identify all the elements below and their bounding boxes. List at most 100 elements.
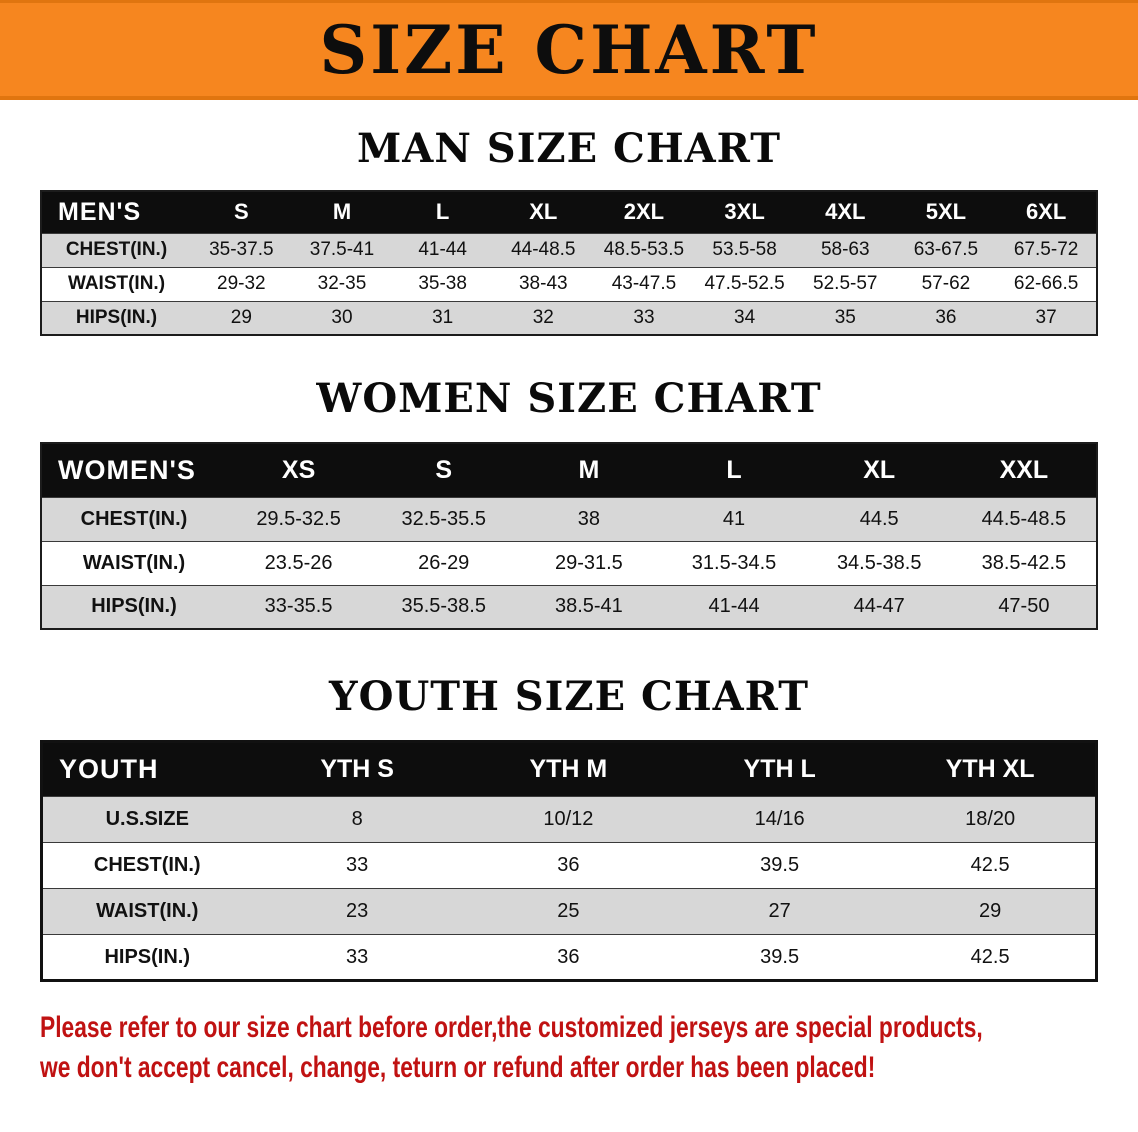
table-header-cell: S — [371, 443, 517, 498]
table-cell: 44.5 — [806, 497, 952, 542]
table-cell: 38.5-41 — [516, 585, 662, 630]
table-cell: 47.5-52.5 — [694, 267, 795, 302]
men-header-row: MEN'S S M L XL 2XL 3XL 4XL 5XL 6XL — [41, 191, 1097, 234]
table-header-cell: 5XL — [895, 191, 997, 234]
table-cell: 33-35.5 — [226, 585, 372, 630]
table-row: HIPS(IN.) 29 30 31 32 33 34 35 36 37 — [41, 301, 1097, 336]
table-header-cell: L — [661, 443, 807, 498]
table-cell: 14/16 — [674, 796, 886, 843]
youth-size-table: YOUTH YTH S YTH M YTH L YTH XL U.S.SIZE … — [40, 740, 1098, 982]
table-header-cell: 3XL — [694, 191, 795, 234]
disclaimer-line-1: Please refer to our size chart before or… — [40, 1011, 983, 1044]
table-header-cell: XXL — [951, 443, 1097, 498]
table-cell: 39.5 — [674, 842, 886, 889]
table-cell: 58-63 — [794, 233, 896, 268]
table-cell: 30 — [291, 301, 393, 336]
table-header-cell: XS — [226, 443, 372, 498]
table-cell: 29-31.5 — [516, 541, 662, 586]
table-cell: 41-44 — [392, 233, 493, 268]
table-header-cell: M — [516, 443, 662, 498]
table-cell: 42.5 — [885, 842, 1097, 889]
table-cell: 31 — [392, 301, 493, 336]
table-header-cell: YOUTH — [41, 741, 252, 797]
table-cell: 27 — [674, 888, 886, 935]
table-cell: 39.5 — [674, 934, 886, 981]
table-cell: 33 — [593, 301, 695, 336]
table-cell: 57-62 — [895, 267, 997, 302]
table-cell: 47-50 — [951, 585, 1097, 630]
table-row: WAIST(IN.) 23 25 27 29 — [41, 888, 1097, 935]
table-header-cell: XL — [492, 191, 594, 234]
table-cell: 36 — [895, 301, 997, 336]
row-label: WAIST(IN.) — [41, 888, 252, 935]
disclaimer: Please refer to our size chart before or… — [40, 1008, 1098, 1087]
table-row: U.S.SIZE 8 10/12 14/16 18/20 — [41, 796, 1097, 843]
row-label: CHEST(IN.) — [41, 233, 191, 268]
table-cell: 10/12 — [462, 796, 674, 843]
table-row: CHEST(IN.) 35-37.5 37.5-41 41-44 44-48.5… — [41, 233, 1097, 268]
table-header-cell: YTH M — [462, 741, 674, 797]
table-cell: 34.5-38.5 — [806, 541, 952, 586]
row-label: WAIST(IN.) — [41, 267, 191, 302]
table-cell: 38-43 — [492, 267, 594, 302]
table-cell: 52.5-57 — [794, 267, 896, 302]
table-cell: 35-37.5 — [191, 233, 292, 268]
table-cell: 25 — [462, 888, 674, 935]
row-label: HIPS(IN.) — [41, 934, 252, 981]
table-header-cell: MEN'S — [41, 191, 191, 234]
table-cell: 53.5-58 — [694, 233, 795, 268]
table-cell: 36 — [462, 842, 674, 889]
women-header-row: WOMEN'S XS S M L XL XXL — [41, 443, 1097, 498]
table-header-cell: M — [291, 191, 393, 234]
table-cell: 44-47 — [806, 585, 952, 630]
table-header-cell: YTH XL — [885, 741, 1097, 797]
table-row: WAIST(IN.) 29-32 32-35 35-38 38-43 43-47… — [41, 267, 1097, 302]
table-cell: 33 — [251, 934, 463, 981]
table-cell: 44.5-48.5 — [951, 497, 1097, 542]
row-label: CHEST(IN.) — [41, 497, 226, 542]
table-cell: 67.5-72 — [996, 233, 1097, 268]
women-section-heading: WOMEN SIZE CHART — [316, 375, 822, 422]
table-cell: 23.5-26 — [226, 541, 372, 586]
table-row: CHEST(IN.) 29.5-32.5 32.5-35.5 38 41 44.… — [41, 497, 1097, 542]
table-header-cell: YTH L — [674, 741, 886, 797]
table-header-cell: 2XL — [593, 191, 695, 234]
table-cell: 41-44 — [661, 585, 807, 630]
table-cell: 32.5-35.5 — [371, 497, 517, 542]
table-cell: 34 — [694, 301, 795, 336]
table-cell: 35 — [794, 301, 896, 336]
table-cell: 33 — [251, 842, 463, 889]
table-row: CHEST(IN.) 33 36 39.5 42.5 — [41, 842, 1097, 889]
table-cell: 38 — [516, 497, 662, 542]
table-cell: 63-67.5 — [895, 233, 997, 268]
row-label: HIPS(IN.) — [41, 301, 191, 336]
table-header-cell: 4XL — [794, 191, 896, 234]
table-cell: 62-66.5 — [996, 267, 1097, 302]
table-cell: 42.5 — [885, 934, 1097, 981]
table-header-cell: S — [191, 191, 292, 234]
table-cell: 44-48.5 — [492, 233, 594, 268]
men-section-heading: MAN SIZE CHART — [357, 125, 781, 172]
table-row: HIPS(IN.) 33-35.5 35.5-38.5 38.5-41 41-4… — [41, 585, 1097, 630]
disclaimer-line-2: we don't accept cancel, change, teturn o… — [40, 1050, 876, 1084]
table-cell: 29 — [191, 301, 292, 336]
table-cell: 32 — [492, 301, 594, 336]
table-cell: 18/20 — [885, 796, 1097, 843]
table-cell: 38.5-42.5 — [951, 541, 1097, 586]
table-header-cell: YTH S — [251, 741, 463, 797]
table-cell: 31.5-34.5 — [661, 541, 807, 586]
table-cell: 23 — [251, 888, 463, 935]
table-cell: 36 — [462, 934, 674, 981]
table-header-cell: 6XL — [996, 191, 1097, 234]
table-header-cell: XL — [806, 443, 952, 498]
table-cell: 32-35 — [291, 267, 393, 302]
row-label: HIPS(IN.) — [41, 585, 226, 630]
table-cell: 41 — [661, 497, 807, 542]
table-cell: 35.5-38.5 — [371, 585, 517, 630]
table-cell: 37.5-41 — [291, 233, 393, 268]
row-label: WAIST(IN.) — [41, 541, 226, 586]
size-chart-banner: SIZE CHART — [0, 0, 1138, 100]
table-cell: 29-32 — [191, 267, 292, 302]
row-label: U.S.SIZE — [41, 796, 252, 843]
table-cell: 29.5-32.5 — [226, 497, 372, 542]
